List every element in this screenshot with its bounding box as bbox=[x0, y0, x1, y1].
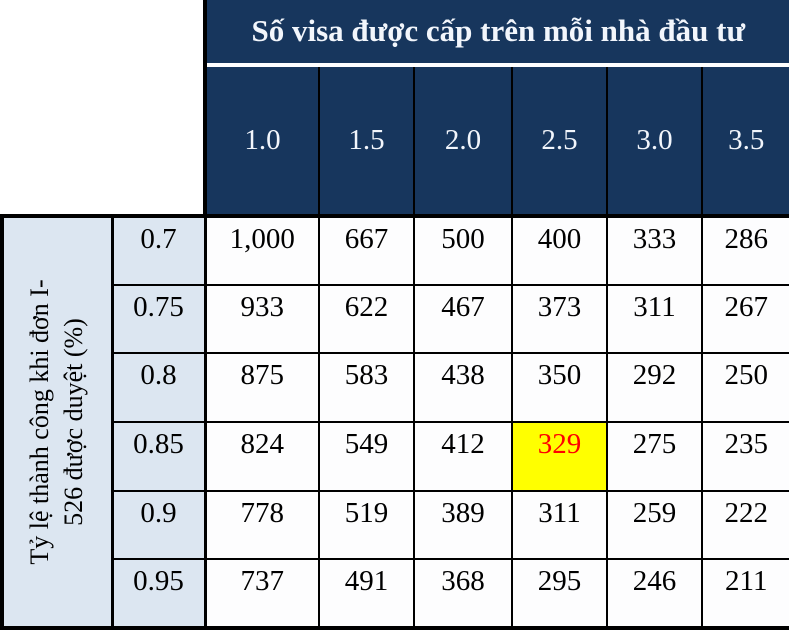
data-cell: 824 bbox=[204, 420, 320, 492]
data-cell: 295 bbox=[511, 558, 608, 630]
row-axis-label-line-1: Tỷ lệ thành công khi đơn I- bbox=[25, 279, 55, 565]
data-cell: 350 bbox=[511, 352, 608, 423]
data-cell: 549 bbox=[318, 420, 415, 492]
highlighted-cell: 329 bbox=[511, 420, 608, 492]
data-cell: 373 bbox=[511, 283, 608, 355]
data-cell: 1,000 bbox=[204, 215, 320, 286]
data-cell: 259 bbox=[606, 489, 703, 561]
data-cell: 500 bbox=[413, 215, 513, 286]
col-header-2: 1.5 bbox=[318, 64, 415, 219]
col-header-5: 3.0 bbox=[606, 64, 703, 219]
data-cell: 583 bbox=[318, 352, 415, 423]
row-header: 0.8 bbox=[111, 352, 207, 423]
data-cell: 368 bbox=[413, 558, 513, 630]
data-cell: 622 bbox=[318, 283, 415, 355]
row-header: 0.7 bbox=[111, 215, 207, 286]
row-header: 0.95 bbox=[111, 558, 207, 630]
row-header: 0.75 bbox=[111, 283, 207, 355]
data-cell: 400 bbox=[511, 215, 608, 286]
data-cell: 875 bbox=[204, 352, 320, 423]
data-cell: 333 bbox=[606, 215, 703, 286]
data-cell: 292 bbox=[606, 352, 703, 423]
data-cell: 235 bbox=[700, 420, 789, 492]
data-cell: 267 bbox=[700, 283, 789, 355]
data-cell: 412 bbox=[413, 420, 513, 492]
data-cell: 250 bbox=[700, 352, 789, 423]
data-cell: 737 bbox=[204, 558, 320, 630]
data-cell: 933 bbox=[204, 283, 320, 355]
data-cell: 211 bbox=[700, 558, 789, 630]
col-header-1: 1.0 bbox=[204, 64, 320, 219]
data-cell: 491 bbox=[318, 558, 415, 630]
row-header: 0.9 bbox=[111, 489, 207, 561]
data-cell: 311 bbox=[606, 283, 703, 355]
data-cell: 467 bbox=[413, 283, 513, 355]
data-cell: 667 bbox=[318, 215, 415, 286]
table-title: Số visa được cấp trên mỗi nhà đầu tư bbox=[202, 0, 789, 67]
row-axis-label-line-2: 526 được duyệt (%) bbox=[59, 318, 89, 526]
row-axis-label: Tỷ lệ thành công khi đơn I- 526 được duy… bbox=[0, 215, 114, 630]
corner-spacer bbox=[2, 0, 207, 219]
data-cell: 286 bbox=[700, 215, 789, 286]
row-axis-label-text: Tỷ lệ thành công khi đơn I- 526 được duy… bbox=[23, 222, 91, 622]
data-cell: 222 bbox=[700, 489, 789, 561]
data-cell: 246 bbox=[606, 558, 703, 630]
col-header-4: 2.5 bbox=[511, 64, 608, 219]
col-header-3: 2.0 bbox=[413, 64, 513, 219]
row-header: 0.85 bbox=[111, 420, 207, 492]
data-cell: 389 bbox=[413, 489, 513, 561]
data-cell: 275 bbox=[606, 420, 703, 492]
data-cell: 311 bbox=[511, 489, 608, 561]
data-cell: 778 bbox=[204, 489, 320, 561]
data-cell: 519 bbox=[318, 489, 415, 561]
col-header-6: 3.5 bbox=[700, 64, 789, 219]
data-cell: 438 bbox=[413, 352, 513, 423]
